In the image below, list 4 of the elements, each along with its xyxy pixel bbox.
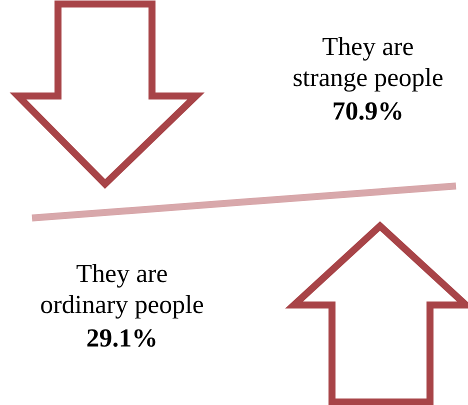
data-label: 29.1%	[86, 324, 158, 353]
data-label: 70.9%	[332, 96, 404, 126]
category-label: They are strange people	[292, 32, 444, 92]
category-label: They are ordinary people	[40, 258, 204, 319]
